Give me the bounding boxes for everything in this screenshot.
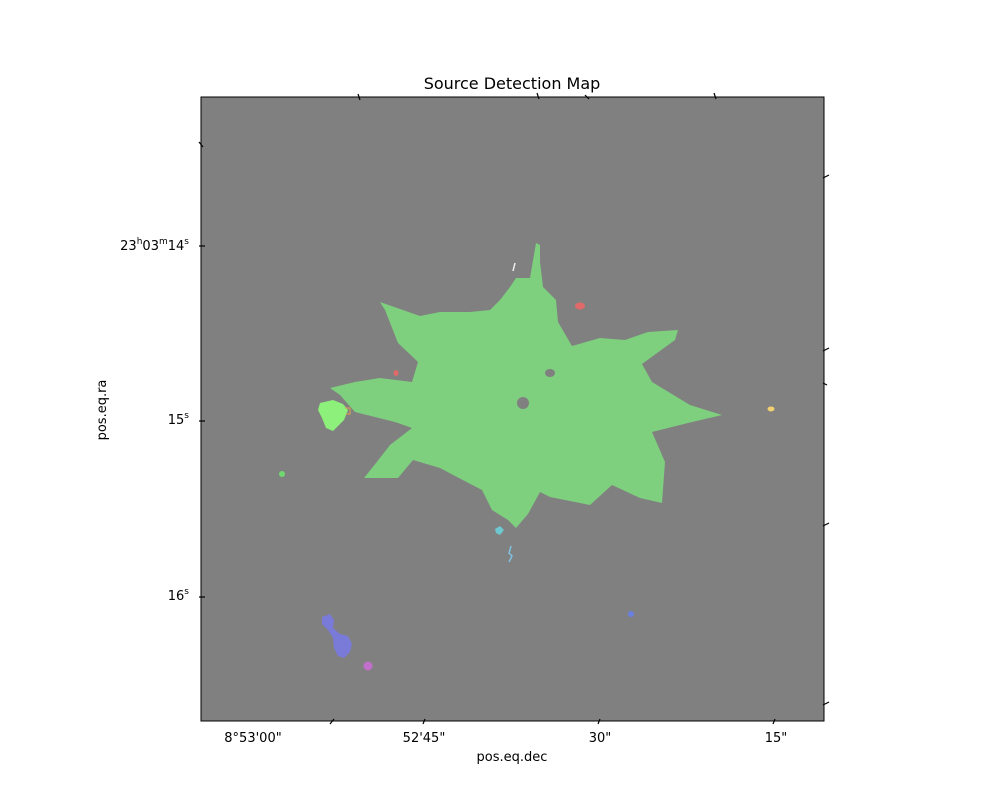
y-tick-label: 16s <box>168 587 190 604</box>
x-tick-label: 8°53'00" <box>224 731 281 746</box>
source-cyan <box>495 526 504 535</box>
wcs-tick-marks <box>198 92 830 725</box>
chart-title: Source Detection Map <box>424 74 601 93</box>
axes-frame <box>200 96 825 722</box>
x-tick-label: 30" <box>589 731 612 746</box>
source-blue-cluster <box>322 614 352 658</box>
source-red-small <box>393 370 399 376</box>
source-yellow-right <box>767 406 775 412</box>
central-source <box>330 243 722 528</box>
source-red-top <box>575 302 585 310</box>
x-tick-label: 15" <box>765 731 788 746</box>
source-violet <box>363 661 373 671</box>
y-tick-labels: 23h03m14s 15s 16s <box>120 237 189 604</box>
source-cyan-small <box>508 545 513 563</box>
y-tick-label: 23h03m14s <box>120 237 189 254</box>
y-tick-label: 15s <box>168 411 190 428</box>
source-orange-small <box>345 407 351 415</box>
central-hole-2 <box>545 369 555 377</box>
source-white <box>512 262 516 272</box>
x-axis-label: pos.eq.dec <box>477 750 548 765</box>
central-hole-1 <box>517 397 529 409</box>
source-green-small <box>279 471 285 477</box>
segmentation-layer <box>279 243 775 671</box>
source-blue-small <box>628 611 634 617</box>
x-tick-labels: 8°53'00" 52'45" 30" 15" <box>224 731 787 746</box>
y-axis-label: pos.eq.ra <box>95 380 110 441</box>
source-green-left <box>318 400 348 431</box>
x-tick-label: 52'45" <box>403 731 446 746</box>
